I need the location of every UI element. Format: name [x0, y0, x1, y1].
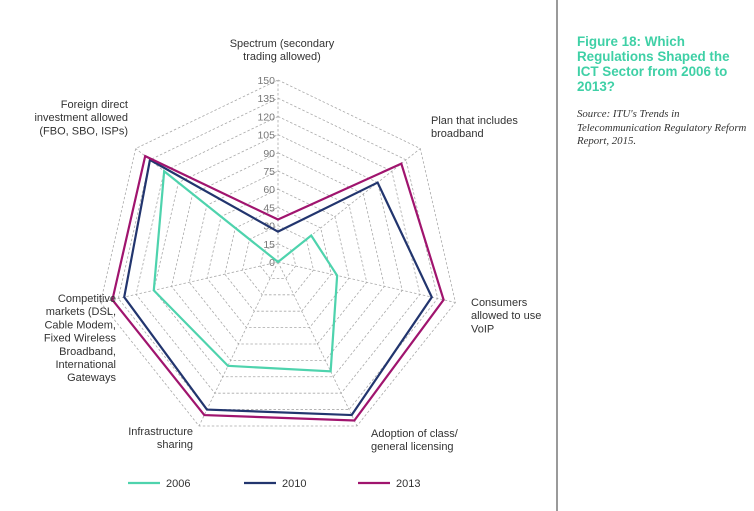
- axis-label-line: trading allowed): [243, 51, 321, 63]
- grid-ring-15: [259, 243, 297, 279]
- axis-label-line: (FBO, SBO, ISPs): [39, 125, 128, 137]
- figure-title: Figure 18: Which Regulations Shaped the …: [577, 34, 730, 94]
- radar-grid: [100, 79, 456, 427]
- axis-label-line: Gateways: [67, 372, 116, 384]
- figure-source: Source: ITU's Trends in Telecommunicatio…: [577, 108, 747, 147]
- axis-label-line: Consumers: [471, 297, 528, 309]
- tick-label: 0: [269, 257, 275, 269]
- axis-label-line: sharing: [157, 439, 193, 451]
- legend-label-2006: 2006: [166, 478, 190, 490]
- axis-label: Infrastructure sharing: [128, 426, 193, 451]
- grid-ring-120: [135, 115, 421, 394]
- axis-label: Adoption of class/general licensing: [371, 428, 459, 453]
- axis-label-line: Infrastructure: [128, 426, 193, 438]
- axis-label-line: Adoption of class/: [371, 428, 459, 440]
- legend-label-2010: 2010: [282, 478, 306, 490]
- grid-ring-45: [224, 206, 332, 312]
- axis-label-line: allowed to use: [471, 310, 541, 322]
- axis-label-line: Fixed Wireless: [44, 333, 117, 345]
- tick-label: 135: [257, 93, 275, 105]
- axis-label-line: Cable Modem,: [44, 319, 116, 331]
- series-line-2010: [123, 158, 434, 417]
- axis-label: Competitive markets (DSL, Cable Modem, Fixe…: [44, 293, 117, 384]
- grid-ring-75: [188, 170, 368, 345]
- legend-label-2013: 2013: [396, 478, 420, 490]
- axis-label-line: broadband: [431, 128, 484, 140]
- figure-caption: Figure 18: Which Regulations Shaped the …: [577, 34, 749, 149]
- axis-spoke: [277, 148, 421, 263]
- tick-label: 45: [263, 202, 275, 214]
- axis-label: Spectrum (secondary trading allowed): [230, 38, 335, 63]
- axis-spoke: [277, 261, 358, 427]
- axis-spoke: [100, 261, 279, 303]
- tick-label: 120: [257, 111, 275, 123]
- axis-label-line: Broadband,: [59, 346, 116, 358]
- legend: 2006 2010 2013: [128, 478, 420, 490]
- axis-label-line: VoIP: [471, 323, 494, 335]
- tick-label: 105: [257, 130, 275, 142]
- grid-ring-30: [242, 225, 314, 296]
- tick-label: 60: [263, 184, 275, 196]
- vertical-divider: [556, 0, 558, 511]
- tick-label: 15: [263, 239, 275, 251]
- series-line-2013: [111, 154, 445, 422]
- grid-ring-60: [206, 188, 350, 328]
- axis-spoke: [198, 261, 279, 427]
- axis-label-line: investment allowed: [34, 112, 128, 124]
- axis-label-line: Foreign direct: [61, 99, 128, 111]
- tick-label: 150: [257, 75, 275, 87]
- tick-label: 90: [263, 148, 275, 160]
- axis-label-line: Spectrum (secondary: [230, 38, 335, 50]
- axis-spoke: [277, 261, 456, 303]
- axis-label: Consumers allowed to use VoIP: [471, 297, 541, 335]
- axis-label-line: markets (DSL,: [46, 306, 116, 318]
- axis-label: Foreign direct investment allowed (FBO, SB…: [34, 99, 128, 137]
- grid-ring-105: [153, 134, 403, 378]
- series-line-2006: [152, 169, 339, 373]
- axis-label-line: general licensing: [371, 441, 454, 453]
- tick-label: 75: [263, 166, 275, 178]
- axis-label-line: International: [55, 359, 116, 371]
- axis-label-line: Competitive: [58, 293, 116, 305]
- axis-label: Plan that includes broadband: [431, 115, 518, 140]
- axis-label-line: Plan that includes: [431, 115, 518, 127]
